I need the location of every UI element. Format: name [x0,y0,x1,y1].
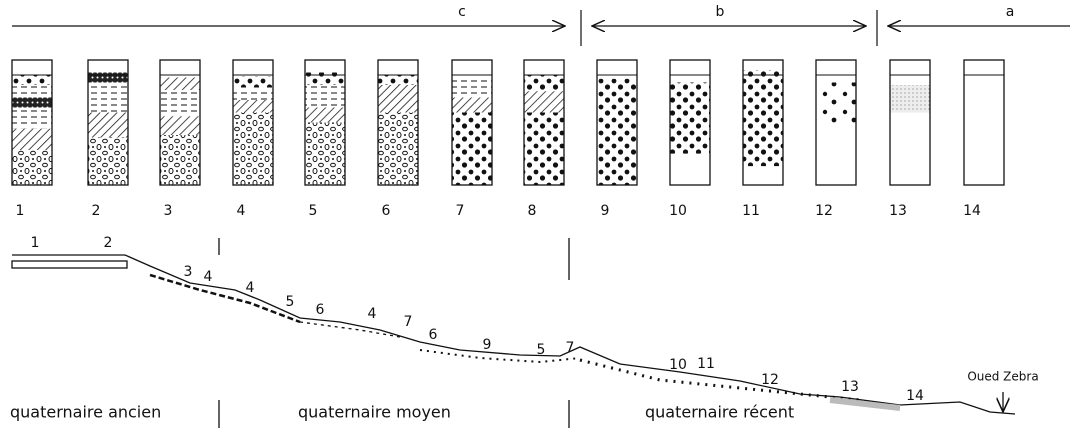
bracket-label: b [716,4,725,20]
profile-label: 7 [566,340,575,356]
profile-label: 3 [184,264,193,280]
layer [233,88,273,101]
column-label: 6 [382,203,391,219]
profile-label: 4 [246,280,255,296]
layer [670,83,710,154]
profile-label: 4 [204,269,213,285]
column-label: 7 [456,203,465,219]
layer [12,60,52,75]
layer [378,60,418,75]
layer [305,60,345,73]
layer [12,150,52,185]
zone-label: quaternaire moyen [298,403,451,422]
profile-label: 2 [104,235,113,251]
layer [12,85,52,98]
column-label: 11 [742,203,760,219]
profile-label: 10 [669,357,687,373]
profile-label: 6 [316,302,325,318]
layer [452,75,492,88]
profile-label: 5 [286,294,295,310]
layer [890,60,930,85]
layer [12,108,52,129]
column-label: 1 [16,203,25,219]
layer [743,166,783,185]
bracket-label: c [458,4,466,20]
layer [670,154,710,185]
column-label: 14 [963,203,981,219]
layer [452,60,492,75]
profile [12,238,1015,428]
profile-label: 4 [368,306,377,322]
layer [233,113,273,186]
layer [160,135,200,185]
profile-label: 11 [697,356,715,372]
layer [88,98,128,113]
diagram: cba1234567891011121314123445647695710111… [0,0,1075,433]
layer [305,108,345,123]
layer [890,113,930,186]
column-label: 13 [889,203,907,219]
layer [88,83,128,98]
profile-label: 7 [404,314,413,330]
layer [816,83,856,123]
layer [743,60,783,70]
layer [88,73,128,83]
layer [12,75,52,85]
layer [12,129,52,150]
layer [452,113,492,186]
layer [12,98,52,108]
layer [964,60,1004,185]
layer [378,113,418,186]
profile-label: 14 [906,388,924,404]
columns [12,60,1004,185]
layer [160,78,200,91]
zone-label: quaternaire récent [645,403,794,422]
layer [452,88,492,98]
profile-label: 5 [537,342,546,358]
column-label: 5 [309,203,318,219]
layer [88,60,128,73]
outlet-label: Oued Zebra [967,370,1038,384]
layer [816,123,856,186]
profile-label: 12 [761,372,779,388]
profile-label: 6 [429,327,438,343]
layer [160,116,200,135]
layer [305,73,345,86]
zone-label: quaternaire ancien [10,403,161,422]
layer [233,76,273,87]
column-label: 9 [601,203,610,219]
layer [452,98,492,113]
layer [743,70,783,166]
layer [816,60,856,83]
layer [670,60,710,83]
column-label: 2 [92,203,101,219]
profile-label: 9 [483,337,492,353]
layer [524,75,564,91]
bracket-label: a [1006,4,1015,20]
layer [160,90,200,116]
layer [305,85,345,108]
layer [524,113,564,186]
column-label: 8 [528,203,537,219]
layer [597,79,637,185]
layer [524,60,564,75]
profile-label: 13 [841,379,859,395]
layer [233,100,273,113]
layer [597,60,637,79]
layer [378,75,418,85]
column-label: 4 [237,203,246,219]
layer [233,60,273,76]
layer [88,138,128,186]
layer [524,91,564,112]
column-label: 12 [815,203,833,219]
layer [88,113,128,138]
layer [890,85,930,113]
column-label: 10 [669,203,687,219]
column-label: 3 [164,203,173,219]
profile-label: 1 [31,235,40,251]
layer [378,85,418,113]
layer [305,123,345,186]
